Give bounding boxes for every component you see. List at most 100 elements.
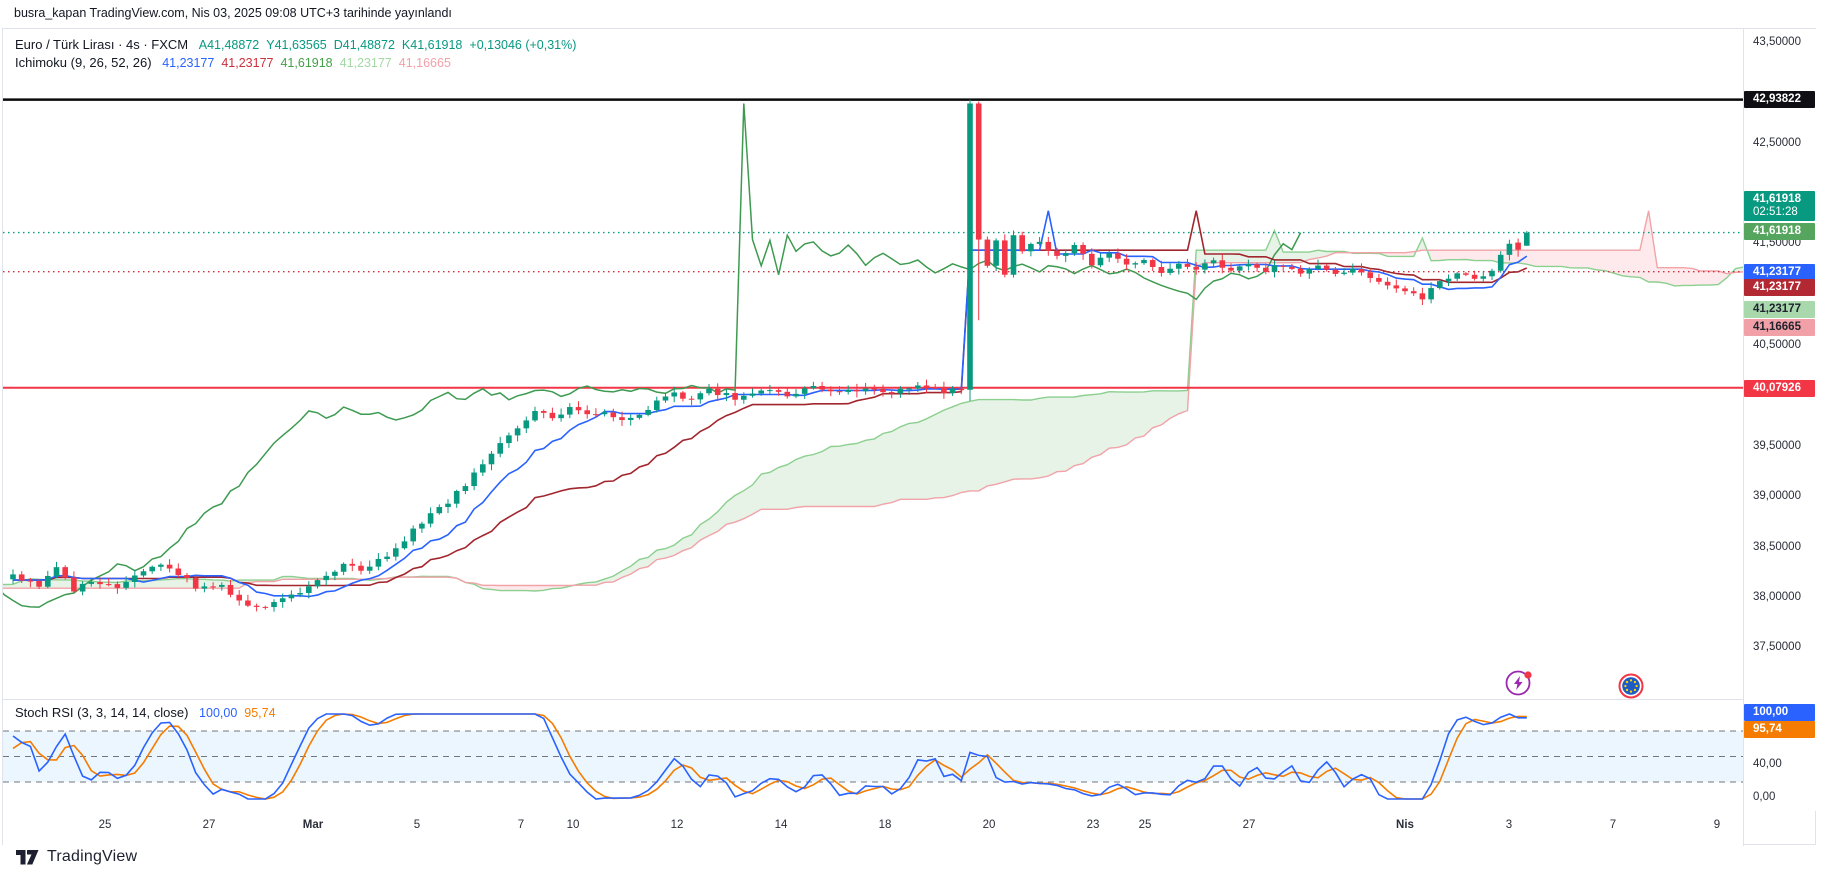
candle-body [1437, 281, 1443, 289]
candle-body [488, 453, 495, 465]
candle-body [680, 392, 686, 399]
time-axis-tick: 7 [517, 819, 525, 831]
stoch-title[interactable]: Stoch RSI (3, 3, 14, 14, close) [15, 705, 189, 720]
candle-body [532, 411, 538, 421]
candle-body [1176, 263, 1182, 269]
candle-body [1202, 263, 1208, 270]
candle-body [1062, 253, 1069, 256]
candle-body [184, 575, 190, 578]
candle-body [784, 391, 791, 397]
candle-body [297, 592, 303, 595]
candle-body [1019, 235, 1025, 252]
time-axis-tick: 20 [982, 819, 996, 831]
ichimoku-legend-value: 41,23177 [221, 56, 274, 70]
price-scale-tick: 41,50000 [1753, 237, 1801, 249]
tradingview-logo-icon [16, 849, 39, 864]
ichimoku-legend-value: 41,23177 [339, 56, 392, 70]
candle-body [749, 393, 756, 396]
candle-body [732, 393, 738, 400]
candle-body [932, 387, 938, 389]
candle-body [1480, 276, 1487, 279]
candle-body [1332, 269, 1339, 274]
tradingview-logo[interactable]: TradingView [16, 848, 137, 866]
price-badge-4116665: 41,16665 [1744, 319, 1815, 336]
candle-body [1158, 266, 1165, 273]
time-axis[interactable]: 25 27 Mar 5 7 10 12 14 18 20 23 25 27 Nis 3 7 9 [3, 811, 1743, 846]
candle-body [45, 575, 51, 587]
main-price-pane[interactable] [3, 29, 1743, 699]
candle-body [71, 577, 77, 592]
candle-body [497, 443, 503, 454]
candle-body [610, 412, 617, 418]
candle-body [227, 584, 234, 595]
candle-body [801, 388, 808, 394]
candle-body [619, 417, 625, 421]
ichimoku-title[interactable]: Ichimoku (9, 26, 52, 26) [15, 55, 152, 70]
candle-body [1489, 270, 1495, 277]
candle-body [984, 239, 991, 266]
symbol-legend-value: D41,48872 [333, 38, 395, 52]
candle-body [1132, 263, 1139, 265]
candle-body [410, 528, 416, 542]
candle-body [314, 580, 321, 587]
candle-body [123, 581, 129, 588]
candle-body [36, 581, 42, 587]
candle-body [758, 390, 764, 394]
candle-body [1367, 272, 1373, 278]
candle-body [192, 577, 199, 589]
symbol-title[interactable]: Euro / Türk Lirası · 4s · FXCM [15, 37, 189, 52]
candle-body [1463, 273, 1469, 275]
ichimoku-values: 41,23177 41,23177 41,61918 41,23177 41,16665 [155, 55, 451, 70]
candle-body [480, 464, 486, 473]
candle-body [714, 388, 721, 396]
eu-event-marker-icon[interactable] [1618, 673, 1644, 704]
price-scale-divider [1743, 29, 1744, 846]
candle-body [1497, 254, 1504, 271]
candle-body [1384, 281, 1391, 286]
candle-body [340, 563, 347, 572]
candle-body [1106, 253, 1112, 258]
candle-body [1036, 241, 1043, 244]
candle-body [27, 580, 34, 582]
candle-body [1054, 250, 1060, 256]
candle-body [1010, 235, 1017, 275]
candle-body [166, 564, 173, 569]
candle-body [288, 594, 295, 599]
symbol-legend-row[interactable]: Euro / Türk Lirası · 4s · FXCM A41,48872… [15, 37, 576, 52]
time-axis-tick: Mar [302, 819, 324, 831]
tradingview-logo-text: TradingView [47, 848, 138, 865]
ichimoku-legend-value: 41,23177 [162, 56, 215, 70]
stoch-rsi-pane[interactable] [3, 699, 1743, 811]
candle-body [688, 398, 695, 400]
price-scale-tick: 42,50000 [1753, 137, 1801, 149]
price-scale[interactable]: 43,50000 42,50000 41,50000 40,50000 39,50000… [1744, 29, 1817, 811]
ichimoku-cloud-bullish [3, 230, 1743, 589]
pane-divider[interactable] [3, 699, 1743, 700]
candle-body [880, 389, 886, 393]
candle-body [53, 567, 60, 576]
price-scale-tick: 38,00000 [1753, 591, 1801, 603]
candle-body [132, 575, 138, 582]
symbol-legend-value: A41,48872 [198, 38, 260, 52]
price-badge-4161918: 41,61918 [1744, 223, 1815, 240]
candle-body [854, 389, 860, 392]
stoch-legend-row[interactable]: Stoch RSI (3, 3, 14, 14, close) 100,00 95… [15, 705, 276, 720]
candle-body [540, 411, 547, 413]
stoch-k-line [12, 713, 1527, 800]
candle-body [697, 393, 704, 400]
idea-marker-lightning-icon[interactable] [1504, 668, 1534, 701]
candle-body [332, 571, 338, 576]
ichimoku-legend-row[interactable]: Ichimoku (9, 26, 52, 26) 41,23177 41,2317… [15, 55, 451, 70]
ichimoku-legend-value: 41,16665 [398, 56, 451, 70]
candle-body [1071, 244, 1078, 254]
candle-body [1280, 265, 1286, 267]
candle-body [828, 389, 834, 392]
candle-body [975, 103, 982, 240]
senkou-a-line [3, 228, 1743, 592]
candle-body [1376, 277, 1382, 282]
candle-body [97, 582, 103, 585]
candle-body [862, 388, 869, 392]
candle-body [175, 568, 182, 576]
time-axis-tick: 27 [1242, 819, 1256, 831]
